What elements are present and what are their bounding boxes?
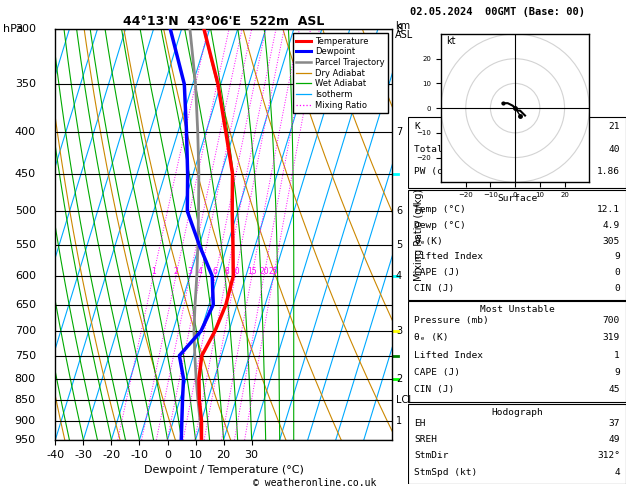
Text: 300: 300 bbox=[15, 24, 36, 34]
Text: 500: 500 bbox=[15, 206, 36, 216]
Text: Temp (°C): Temp (°C) bbox=[414, 205, 466, 214]
Text: θₑ (K): θₑ (K) bbox=[414, 333, 448, 343]
Text: 25: 25 bbox=[269, 267, 279, 276]
Text: Mixing Ratio (g/kg): Mixing Ratio (g/kg) bbox=[414, 189, 424, 280]
Text: 4.9: 4.9 bbox=[603, 221, 620, 230]
Text: 2: 2 bbox=[174, 267, 178, 276]
Text: StmDir: StmDir bbox=[414, 451, 448, 460]
Text: 21: 21 bbox=[608, 122, 620, 132]
Text: EH: EH bbox=[414, 419, 426, 428]
Text: 10: 10 bbox=[230, 267, 240, 276]
Text: 0: 0 bbox=[614, 268, 620, 278]
Text: 800: 800 bbox=[14, 374, 36, 383]
Text: 1: 1 bbox=[396, 416, 402, 426]
Text: 650: 650 bbox=[15, 300, 36, 310]
Text: 8: 8 bbox=[396, 24, 402, 34]
Text: K: K bbox=[414, 122, 420, 132]
Text: 37: 37 bbox=[608, 419, 620, 428]
Text: © weatheronline.co.uk: © weatheronline.co.uk bbox=[253, 478, 376, 486]
Text: 312°: 312° bbox=[597, 451, 620, 460]
Text: 6: 6 bbox=[213, 267, 218, 276]
Text: 45: 45 bbox=[608, 385, 620, 395]
Text: 850: 850 bbox=[14, 395, 36, 405]
Text: 319: 319 bbox=[603, 333, 620, 343]
Legend: Temperature, Dewpoint, Parcel Trajectory, Dry Adiabat, Wet Adiabat, Isotherm, Mi: Temperature, Dewpoint, Parcel Trajectory… bbox=[293, 34, 387, 113]
Text: 49: 49 bbox=[608, 435, 620, 444]
Text: 4: 4 bbox=[198, 267, 203, 276]
Text: 3: 3 bbox=[396, 326, 402, 336]
Text: 4: 4 bbox=[396, 271, 402, 281]
Text: 02.05.2024  00GMT (Base: 00): 02.05.2024 00GMT (Base: 00) bbox=[410, 7, 585, 17]
Text: 700: 700 bbox=[603, 316, 620, 325]
Text: 5: 5 bbox=[396, 240, 402, 250]
Text: hPa: hPa bbox=[3, 24, 23, 34]
Text: 750: 750 bbox=[14, 350, 36, 361]
Text: LCL: LCL bbox=[396, 395, 414, 405]
Text: 40: 40 bbox=[608, 145, 620, 154]
Text: CIN (J): CIN (J) bbox=[414, 284, 454, 293]
Text: 20: 20 bbox=[259, 267, 269, 276]
Text: Hodograph: Hodograph bbox=[491, 408, 543, 417]
X-axis label: Dewpoint / Temperature (°C): Dewpoint / Temperature (°C) bbox=[143, 465, 304, 475]
Bar bbox=[408, 301, 626, 402]
Text: 6: 6 bbox=[396, 206, 402, 216]
Text: kt: kt bbox=[446, 36, 455, 46]
Text: 7: 7 bbox=[396, 127, 402, 137]
Text: 400: 400 bbox=[14, 127, 36, 137]
Text: CAPE (J): CAPE (J) bbox=[414, 368, 460, 377]
Text: 1: 1 bbox=[614, 351, 620, 360]
Bar bbox=[408, 118, 626, 189]
Text: 450: 450 bbox=[14, 169, 36, 179]
Bar bbox=[408, 404, 626, 484]
Text: Dewp (°C): Dewp (°C) bbox=[414, 221, 466, 230]
Text: CAPE (J): CAPE (J) bbox=[414, 268, 460, 278]
Text: Pressure (mb): Pressure (mb) bbox=[414, 316, 489, 325]
Text: 9: 9 bbox=[614, 253, 620, 261]
Text: 305: 305 bbox=[603, 237, 620, 245]
Text: Lifted Index: Lifted Index bbox=[414, 351, 483, 360]
Text: 12.1: 12.1 bbox=[597, 205, 620, 214]
Text: 0: 0 bbox=[614, 284, 620, 293]
Text: 9: 9 bbox=[614, 368, 620, 377]
Text: km: km bbox=[395, 21, 410, 31]
Text: 600: 600 bbox=[15, 271, 36, 281]
Text: 550: 550 bbox=[15, 240, 36, 250]
Text: SREH: SREH bbox=[414, 435, 437, 444]
Text: Lifted Index: Lifted Index bbox=[414, 253, 483, 261]
Text: 3: 3 bbox=[187, 267, 192, 276]
Bar bbox=[408, 190, 626, 300]
Text: StmSpd (kt): StmSpd (kt) bbox=[414, 468, 477, 477]
Text: CIN (J): CIN (J) bbox=[414, 385, 454, 395]
Text: 15: 15 bbox=[247, 267, 257, 276]
Text: 1.86: 1.86 bbox=[597, 167, 620, 176]
Title: 44°13'N  43°06'E  522m  ASL: 44°13'N 43°06'E 522m ASL bbox=[123, 15, 325, 28]
Text: Totals Totals: Totals Totals bbox=[414, 145, 489, 154]
Text: 4: 4 bbox=[614, 468, 620, 477]
Text: 8: 8 bbox=[224, 267, 229, 276]
Text: θₑ(K): θₑ(K) bbox=[414, 237, 443, 245]
Text: 350: 350 bbox=[15, 79, 36, 89]
Text: 2: 2 bbox=[396, 374, 402, 383]
Text: 1: 1 bbox=[151, 267, 155, 276]
Text: 950: 950 bbox=[14, 435, 36, 445]
Text: Most Unstable: Most Unstable bbox=[480, 305, 554, 314]
Text: ASL: ASL bbox=[395, 30, 413, 40]
Text: PW (cm): PW (cm) bbox=[414, 167, 454, 176]
Text: Surface: Surface bbox=[497, 194, 537, 203]
Text: 700: 700 bbox=[14, 326, 36, 336]
Text: 900: 900 bbox=[14, 416, 36, 426]
